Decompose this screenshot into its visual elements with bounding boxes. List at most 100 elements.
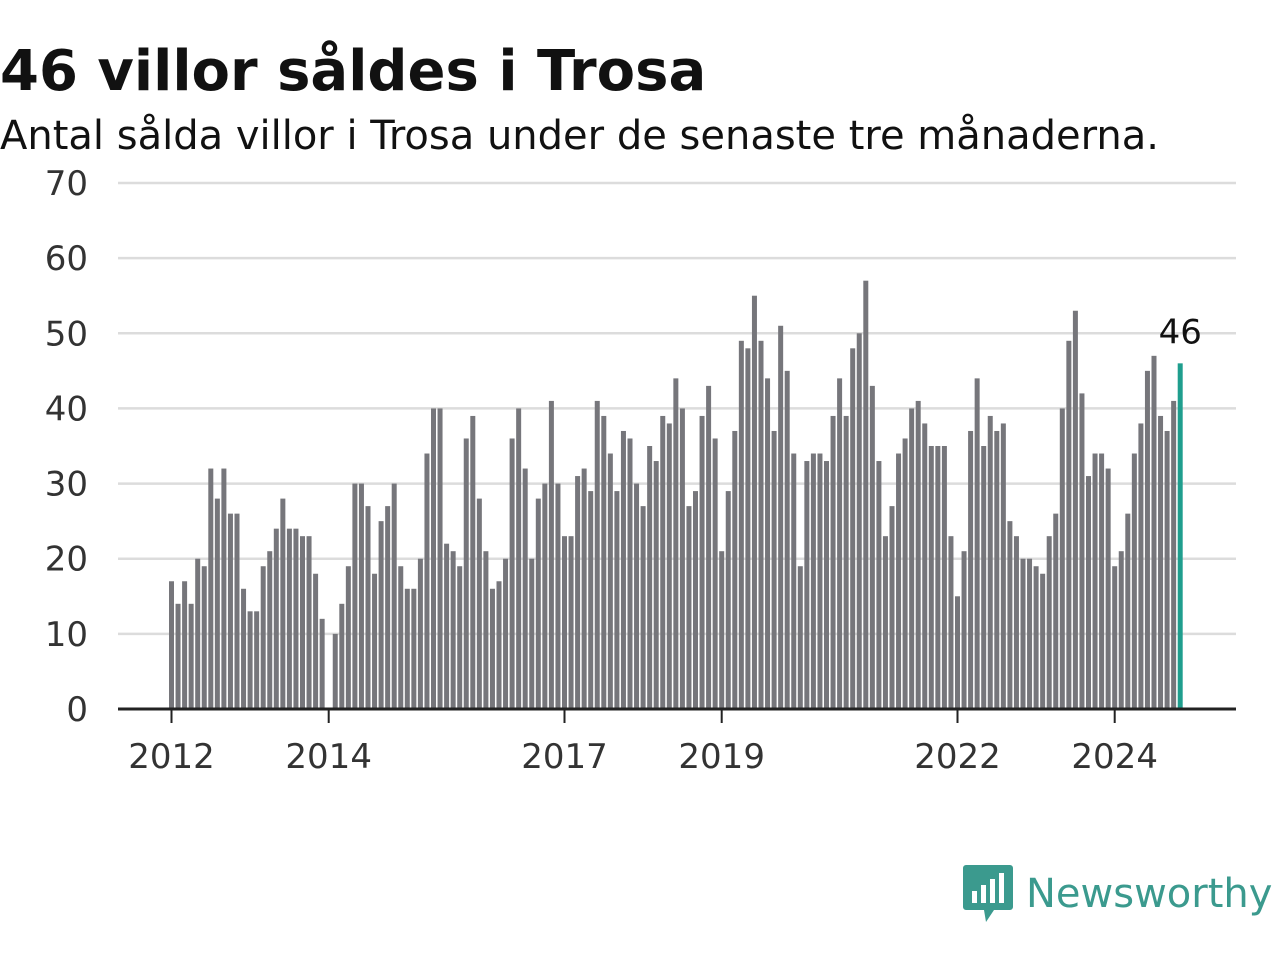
bar bbox=[286, 528, 292, 709]
bar bbox=[496, 581, 502, 709]
bar bbox=[588, 491, 594, 709]
y-axis-ticks: 0 10 20 30 40 50 60 70 bbox=[45, 164, 88, 730]
bar bbox=[457, 566, 463, 709]
bar bbox=[411, 588, 417, 709]
bar bbox=[417, 558, 423, 709]
bar bbox=[935, 446, 941, 709]
bar bbox=[169, 581, 174, 709]
bar bbox=[365, 506, 371, 709]
bar bbox=[968, 430, 974, 709]
bar bbox=[1066, 340, 1072, 709]
bar bbox=[345, 566, 351, 709]
bar bbox=[175, 603, 181, 709]
bar bbox=[568, 536, 574, 709]
bar bbox=[1105, 468, 1111, 709]
bar bbox=[706, 385, 712, 709]
brand-logo[interactable]: Newsworthy bbox=[962, 862, 1272, 926]
bar bbox=[1079, 393, 1085, 709]
x-axis: 2012 2014 2017 2019 2022 2024 bbox=[118, 707, 1236, 777]
bar bbox=[955, 596, 960, 709]
bar bbox=[1027, 558, 1033, 709]
bar bbox=[535, 498, 541, 709]
bar bbox=[293, 528, 299, 709]
bar bbox=[922, 423, 928, 709]
bar bbox=[1125, 513, 1131, 709]
bar bbox=[306, 536, 312, 709]
bar bbox=[876, 461, 882, 709]
bar bbox=[961, 551, 967, 709]
y-tick-label: 0 bbox=[66, 690, 88, 730]
bar bbox=[791, 453, 797, 709]
bar bbox=[273, 528, 279, 709]
bar bbox=[489, 588, 495, 709]
bar bbox=[850, 348, 856, 709]
bar bbox=[424, 453, 430, 709]
bar bbox=[843, 415, 849, 709]
bar bbox=[208, 468, 214, 709]
y-tick-label: 20 bbox=[45, 540, 88, 580]
bar bbox=[241, 588, 247, 709]
y-tick-label: 70 bbox=[45, 164, 88, 204]
bar bbox=[607, 453, 613, 709]
bar bbox=[1164, 430, 1170, 709]
bar bbox=[463, 438, 469, 709]
bar bbox=[824, 461, 829, 709]
bar bbox=[889, 506, 895, 709]
bar bbox=[214, 498, 220, 709]
bar bbox=[483, 551, 489, 709]
bar bbox=[653, 461, 659, 709]
bar bbox=[732, 430, 738, 709]
bar bbox=[516, 408, 522, 709]
chart-title: 46 villor såldes i Trosa bbox=[0, 39, 707, 104]
bar bbox=[221, 468, 227, 709]
bar bbox=[385, 506, 391, 709]
bar bbox=[902, 438, 908, 709]
bar bbox=[319, 618, 325, 709]
chart-subtitle: Antal sålda villor i Trosa under de sena… bbox=[0, 113, 1159, 159]
bar bbox=[771, 430, 777, 709]
bar bbox=[765, 378, 771, 709]
bar bbox=[555, 483, 561, 709]
bar bbox=[784, 370, 790, 709]
bar bbox=[247, 611, 253, 709]
bar bbox=[666, 423, 672, 709]
bar bbox=[391, 483, 397, 709]
bar bbox=[300, 536, 305, 709]
bar bbox=[254, 611, 260, 709]
bar bbox=[1072, 310, 1078, 709]
y-tick-label: 40 bbox=[45, 389, 88, 429]
bar bbox=[201, 566, 207, 709]
bar bbox=[1092, 453, 1098, 709]
bar bbox=[444, 543, 450, 709]
y-tick-label: 60 bbox=[45, 239, 88, 279]
bar bbox=[1158, 415, 1164, 709]
bar bbox=[941, 446, 947, 709]
bar bbox=[470, 415, 476, 709]
bar bbox=[909, 408, 915, 709]
bar bbox=[339, 603, 345, 709]
bar bbox=[594, 400, 600, 709]
bar bbox=[1086, 476, 1091, 709]
bar bbox=[758, 340, 764, 709]
bar bbox=[1020, 558, 1026, 709]
bar bbox=[810, 453, 816, 709]
bar bbox=[712, 438, 718, 709]
bar bbox=[620, 430, 626, 709]
bar bbox=[987, 415, 993, 709]
bar bbox=[1151, 355, 1157, 709]
bar bbox=[640, 506, 646, 709]
bar bbox=[699, 415, 705, 709]
bar bbox=[837, 378, 843, 709]
bar bbox=[188, 603, 194, 709]
bar bbox=[280, 498, 286, 709]
bar bbox=[548, 400, 554, 709]
bar bbox=[896, 453, 902, 709]
bar bbox=[450, 551, 456, 709]
bar bbox=[372, 573, 378, 709]
bar bbox=[1171, 400, 1177, 709]
bar bbox=[817, 453, 823, 709]
bar bbox=[601, 415, 607, 709]
bar bbox=[778, 325, 784, 709]
bar bbox=[679, 408, 685, 709]
